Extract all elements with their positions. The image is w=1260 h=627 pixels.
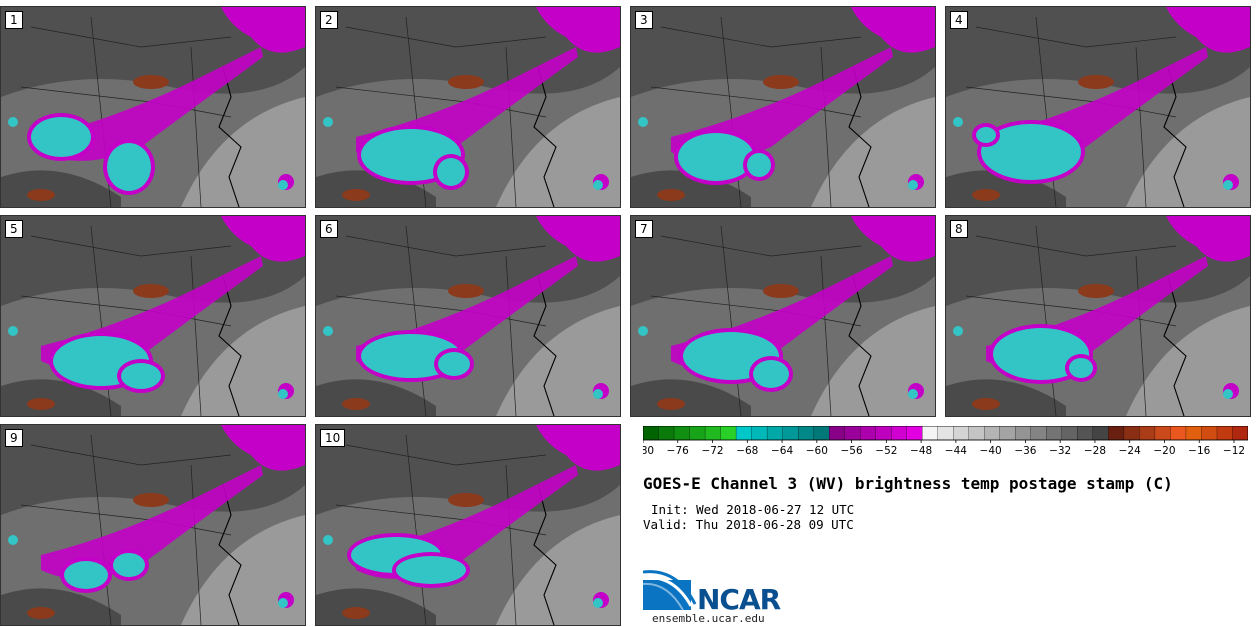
colorbar-swatch (751, 426, 768, 441)
ncar-logo-text: NCAR (697, 583, 781, 616)
colorbar-swatch (937, 426, 954, 441)
plot-title: GOES-E Channel 3 (WV) brightness temp po… (643, 474, 1173, 493)
colorbar-tick-label: −20 (1153, 445, 1175, 457)
colorbar-swatch (735, 426, 753, 441)
colorbar-swatch (673, 426, 691, 441)
colorbar-swatch (720, 426, 737, 441)
forecast-panel: 3 (630, 6, 936, 208)
forecast-panel: 8 (945, 215, 1251, 417)
water-vapor-map (946, 7, 1250, 207)
forecast-panel: 7 (630, 215, 936, 417)
colorbar-swatch (1154, 426, 1172, 441)
colorbar-tick-label: −68 (736, 445, 758, 457)
colorbar-swatch (1077, 426, 1094, 441)
colorbar-swatch (953, 426, 970, 441)
water-vapor-map (631, 7, 935, 207)
panel-number-label: 3 (635, 11, 653, 29)
colorbar-swatch (1061, 426, 1079, 441)
water-vapor-map (1, 216, 305, 416)
colorbar-tick-label: −36 (1014, 445, 1036, 457)
colorbar-swatch (1108, 426, 1125, 441)
panel-number-label: 9 (5, 429, 23, 447)
forecast-panel: 5 (0, 215, 306, 417)
colorbar-tick-label: −12 (1223, 445, 1245, 457)
forecast-panel: 10 (315, 424, 621, 626)
colorbar-swatch (999, 426, 1016, 441)
colorbar-swatch (813, 426, 830, 441)
ncar-logo-icon (643, 570, 697, 611)
colorbar-swatch (984, 426, 1001, 441)
forecast-panel: 6 (315, 215, 621, 417)
colorbar-swatch (875, 426, 892, 441)
colorbar-tick-label: −48 (910, 445, 932, 457)
colorbar-swatch (766, 426, 784, 441)
colorbar-tick-label: −76 (667, 445, 689, 457)
colorbar-swatch (828, 426, 846, 441)
colorbar-swatch (1201, 426, 1218, 441)
colorbar-tick-label: −52 (875, 445, 897, 457)
colorbar-tick-label: −72 (701, 445, 723, 457)
colorbar-swatch (1015, 426, 1032, 441)
panel-number-label: 8 (950, 220, 968, 238)
panel-number-label: 7 (635, 220, 653, 238)
colorbar-swatch (922, 426, 939, 441)
colorbar-swatch (1232, 426, 1248, 441)
colorbar-tick-label: −28 (1084, 445, 1106, 457)
water-vapor-map (1, 7, 305, 207)
colorbar: −80 −76 −72 −68 −64 −60 −56 −52 −48 −44 −40 −36 −32 −… (643, 426, 1248, 457)
forecast-panel: 9 (0, 424, 306, 626)
water-vapor-map (946, 216, 1250, 416)
colorbar-swatch (891, 426, 908, 441)
colorbar-swatch (1030, 426, 1047, 441)
colorbar-swatch (1123, 426, 1141, 441)
panel-number-label: 10 (320, 429, 346, 447)
logo-url: ensemble.ucar.edu (652, 612, 765, 625)
colorbar-swatch (1139, 426, 1156, 441)
colorbar-swatch (704, 426, 722, 441)
colorbar-swatch (1046, 426, 1063, 441)
colorbar-swatch (689, 426, 706, 441)
colorbar-swatch (1185, 426, 1203, 441)
colorbar-swatch (968, 426, 985, 441)
colorbar-tick-label: −32 (1049, 445, 1071, 457)
water-vapor-map (1, 425, 305, 625)
colorbar-swatch (782, 426, 799, 441)
water-vapor-map (631, 216, 935, 416)
forecast-panel: 2 (315, 6, 621, 208)
colorbar-swatch (658, 426, 675, 441)
colorbar-swatch (906, 426, 923, 441)
colorbar-tick-label: −64 (771, 445, 793, 457)
colorbar-swatch (860, 426, 877, 441)
forecast-panel: 1 (0, 6, 306, 208)
forecast-panel: 4 (945, 6, 1251, 208)
colorbar-tick-label: −24 (1119, 445, 1141, 457)
colorbar-swatch (1216, 426, 1234, 441)
colorbar-tick-label: −16 (1188, 445, 1210, 457)
water-vapor-map (316, 7, 620, 207)
panel-number-label: 6 (320, 220, 338, 238)
water-vapor-map (316, 216, 620, 416)
colorbar-swatch (1092, 426, 1110, 441)
panel-number-label: 5 (5, 220, 23, 238)
colorbar-swatch (797, 426, 815, 441)
colorbar-tick-label: −44 (945, 445, 967, 457)
init-time: Init: Wed 2018-06-27 12 UTC (651, 502, 855, 517)
colorbar-swatch (844, 426, 861, 441)
panel-number-label: 1 (5, 11, 23, 29)
panel-number-label: 4 (950, 11, 968, 29)
valid-time: Valid: Thu 2018-06-28 09 UTC (643, 517, 854, 532)
colorbar-tick-label: −56 (841, 445, 863, 457)
colorbar-swatch (1170, 426, 1187, 441)
colorbar-swatch (643, 426, 660, 441)
colorbar-tick-label: −40 (980, 445, 1002, 457)
water-vapor-map (316, 425, 620, 625)
colorbar-tick-label: −60 (806, 445, 828, 457)
colorbar-tick-label: −80 (643, 445, 654, 457)
panel-number-label: 2 (320, 11, 338, 29)
